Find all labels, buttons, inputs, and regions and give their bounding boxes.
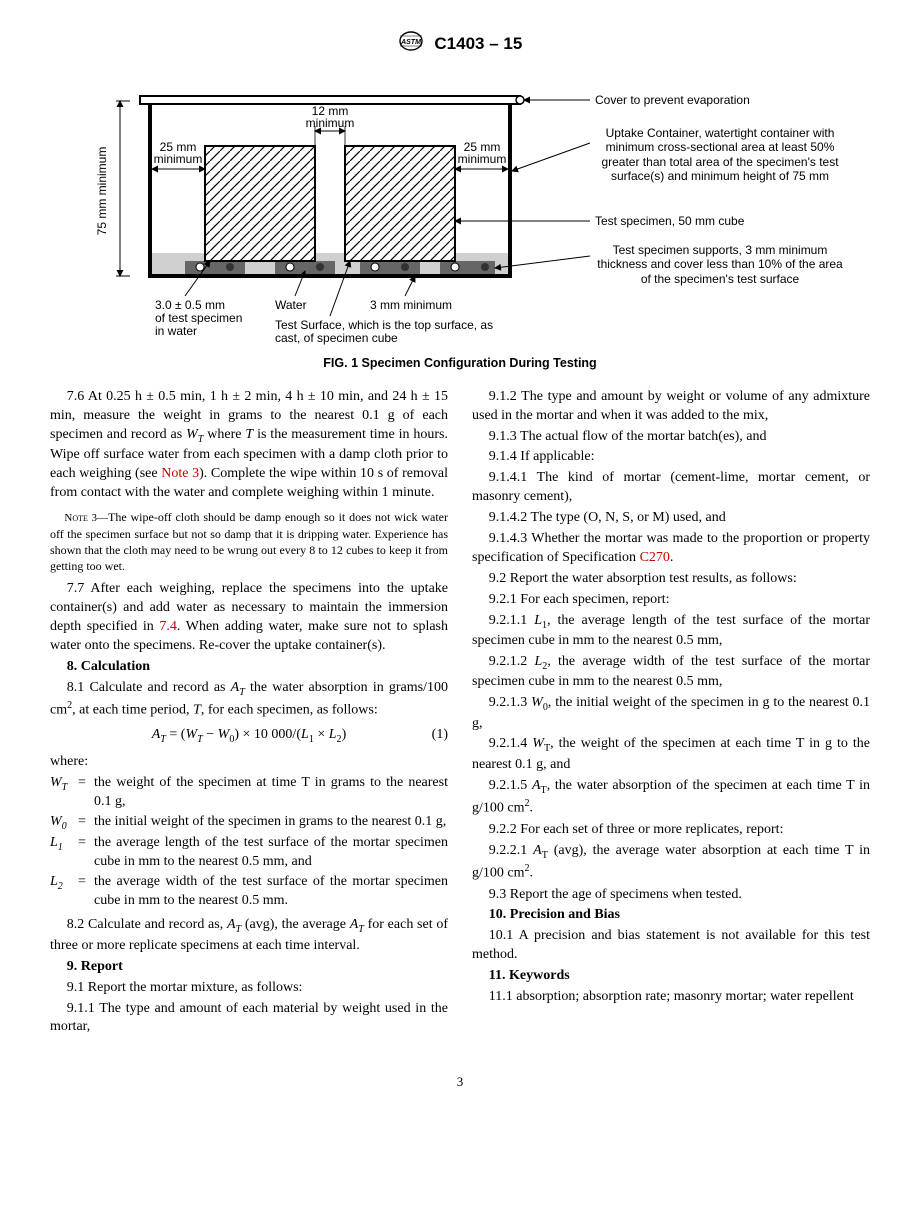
figure-1-caption: FIG. 1 Specimen Configuration During Tes…	[50, 355, 870, 372]
dim-height: 75 mm minimum	[95, 147, 109, 236]
para-7-7: 7.7 After each weighing, replace the spe…	[50, 580, 448, 656]
para-9-2-1-4: 9.2.1.4 WT, the weight of the specimen a…	[472, 735, 870, 774]
para-9-2-2: 9.2.2 For each set of three or more repl…	[472, 821, 870, 840]
body-text: 7.6 At 0.25 h ± 0.5 min, 1 h ± 2 min, 4 …	[50, 388, 870, 1038]
para-9-1-4-1: 9.1.4.1 The kind of mortar (cement-lime,…	[472, 469, 870, 507]
svg-text:cast, of specimen cube: cast, of specimen cube	[275, 331, 398, 345]
svg-text:3 mm minimum: 3 mm minimum	[370, 298, 452, 312]
lbl-specimen: Test specimen, 50 mm cube	[595, 214, 745, 228]
para-10-1: 10.1 A precision and bias statement is n…	[472, 927, 870, 965]
note-3: Note 3—The wipe-off cloth should be damp…	[50, 509, 448, 574]
svg-text:minimum: minimum	[458, 152, 507, 166]
link-note-3[interactable]: Note 3	[161, 466, 199, 481]
svg-text:ASTM: ASTM	[400, 39, 421, 46]
para-9-1-4-3: 9.1.4.3 Whether the mortar was made to t…	[472, 530, 870, 568]
para-9-2-2-1: 9.2.2.1 AT (avg), the average water abso…	[472, 842, 870, 884]
para-9-1-4: 9.1.4 If applicable:	[472, 448, 870, 467]
where-list: WT=the weight of the specimen at time T …	[50, 774, 448, 911]
section-8-heading: 8. Calculation	[50, 658, 448, 677]
para-9-2: 9.2 Report the water absorption test res…	[472, 570, 870, 589]
link-c270[interactable]: C270	[640, 550, 670, 565]
figure-1: 75 mm minimum Cover to prevent evaporati…	[50, 71, 870, 372]
svg-text:minimum: minimum	[306, 116, 355, 130]
para-9-1-3: 9.1.3 The actual flow of the mortar batc…	[472, 428, 870, 447]
para-8-2: 8.2 Calculate and record as, AT (avg), t…	[50, 916, 448, 955]
svg-text:Water: Water	[275, 298, 307, 312]
section-9-heading: 9. Report	[50, 958, 448, 977]
para-9-1-2: 9.1.2 The type and amount by weight or v…	[472, 388, 870, 426]
svg-text:of test specimen: of test specimen	[155, 311, 242, 325]
para-7-6: 7.6 At 0.25 h ± 0.5 min, 1 h ± 2 min, 4 …	[50, 388, 448, 503]
para-9-2-1-2: 9.2.1.2 L2, the average width of the tes…	[472, 653, 870, 692]
section-10-heading: 10. Precision and Bias	[472, 906, 870, 925]
lbl-cover: Cover to prevent evaporation	[595, 93, 750, 107]
svg-text:minimum: minimum	[154, 152, 203, 166]
link-7-4[interactable]: 7.4	[159, 619, 177, 634]
para-9-2-1-3: 9.2.1.3 W0, the initial weight of the sp…	[472, 694, 870, 733]
lbl-container: Uptake Container, watertight container w…	[595, 126, 845, 184]
equation-1: AT = (WT − W0) × 10 000/(L1 × L2) (1)	[50, 726, 448, 746]
para-11-1: 11.1 absorption; absorption rate; masonr…	[472, 988, 870, 1007]
lbl-supports: Test specimen supports, 3 mm minimum thi…	[595, 243, 845, 286]
where-label: where:	[50, 753, 448, 772]
svg-text:3.0 ± 0.5 mm: 3.0 ± 0.5 mm	[155, 298, 225, 312]
document-header: ASTM C1403 – 15	[50, 30, 870, 59]
para-9-2-1-1: 9.2.1.1 L1, the average length of the te…	[472, 612, 870, 651]
astm-logo-icon: ASTM	[398, 30, 424, 59]
para-8-1: 8.1 Calculate and record as AT the water…	[50, 679, 448, 721]
para-9-1-4-2: 9.1.4.2 The type (O, N, S, or M) used, a…	[472, 509, 870, 528]
page-number: 3	[50, 1073, 870, 1091]
svg-text:Test Surface, which is the top: Test Surface, which is the top surface, …	[275, 318, 493, 332]
section-11-heading: 11. Keywords	[472, 967, 870, 986]
svg-text:in water: in water	[155, 324, 197, 338]
para-9-3: 9.3 Report the age of specimens when tes…	[472, 886, 870, 905]
para-9-1: 9.1 Report the mortar mixture, as follow…	[50, 979, 448, 998]
para-9-2-1-5: 9.2.1.5 AT, the water absorption of the …	[472, 777, 870, 819]
standard-number: C1403 – 15	[434, 34, 522, 53]
para-9-1-1: 9.1.1 The type and amount of each materi…	[50, 1000, 448, 1038]
para-9-2-1: 9.2.1 For each specimen, report:	[472, 591, 870, 610]
